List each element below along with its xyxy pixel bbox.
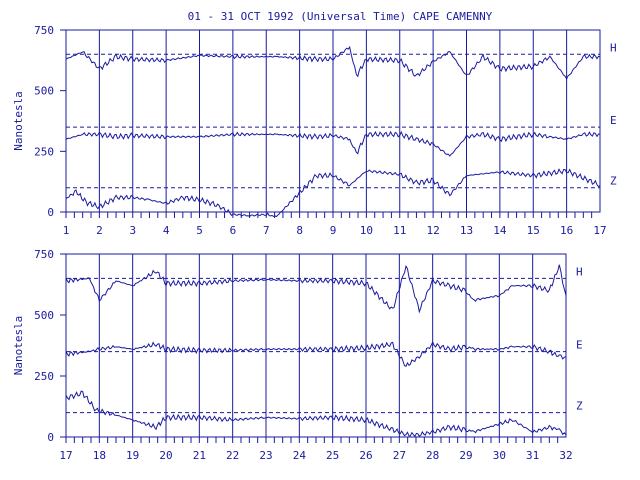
x-tick-label: 32 bbox=[559, 449, 572, 462]
x-tick-label: 22 bbox=[226, 449, 239, 462]
x-tick-label: 9 bbox=[330, 224, 337, 237]
x-tick-label: 20 bbox=[159, 449, 172, 462]
x-tick-label: 5 bbox=[196, 224, 203, 237]
y-axis-label: Nanotesla bbox=[12, 316, 25, 376]
chart-title: 01 - 31 OCT 1992 (Universal Time) CAPE C… bbox=[188, 10, 493, 23]
y-tick-label: 500 bbox=[34, 309, 54, 322]
x-tick-label: 4 bbox=[163, 224, 170, 237]
x-tick-label: 29 bbox=[459, 449, 472, 462]
x-tick-label: 17 bbox=[593, 224, 606, 237]
component-label-z: Z bbox=[576, 400, 583, 413]
y-tick-label: 250 bbox=[34, 370, 54, 383]
x-tick-label: 7 bbox=[263, 224, 270, 237]
component-label-e: E bbox=[610, 114, 617, 127]
x-tick-label: 28 bbox=[426, 449, 439, 462]
x-tick-label: 14 bbox=[493, 224, 507, 237]
lower-panel: 17 18 19 20 21 22 23 24 25 26 27 28 29 30 31 32 0 250 500 7… bbox=[12, 248, 583, 462]
x-tick-label: 15 bbox=[527, 224, 540, 237]
x-tick-label: 6 bbox=[230, 224, 237, 237]
x-tick-label: 10 bbox=[360, 224, 373, 237]
x-tick-label: 23 bbox=[259, 449, 272, 462]
series-line-e bbox=[65, 340, 567, 367]
component-label-z: Z bbox=[610, 175, 617, 188]
component-label-h: H bbox=[610, 41, 617, 54]
x-tick-label: 8 bbox=[296, 224, 303, 237]
x-tick-label: 2 bbox=[96, 224, 103, 237]
x-tick-label: 13 bbox=[460, 224, 473, 237]
x-tick-label: 1 bbox=[63, 224, 70, 237]
y-tick-label: 500 bbox=[34, 85, 54, 98]
x-tick-label: 30 bbox=[493, 449, 506, 462]
x-tick-label: 25 bbox=[326, 449, 339, 462]
y-axis-label: Nanotesla bbox=[12, 91, 25, 151]
x-tick-label: 17 bbox=[59, 449, 72, 462]
series-line-z bbox=[65, 168, 601, 218]
x-tick-label: 18 bbox=[93, 449, 106, 462]
x-tick-label: 21 bbox=[193, 449, 206, 462]
plot-frame bbox=[65, 253, 567, 438]
series-line-e bbox=[65, 130, 601, 157]
y-tick-label: 0 bbox=[47, 206, 54, 219]
series-line-h bbox=[65, 264, 567, 314]
x-tick-label: 19 bbox=[126, 449, 139, 462]
series-line-z bbox=[65, 390, 567, 438]
x-tick-label: 16 bbox=[560, 224, 573, 237]
x-tick-label: 31 bbox=[526, 449, 539, 462]
x-tick-label: 11 bbox=[393, 224, 406, 237]
y-tick-label: 750 bbox=[34, 24, 54, 37]
x-tick-label: 3 bbox=[129, 224, 136, 237]
component-label-e: E bbox=[576, 339, 583, 352]
component-label-h: H bbox=[576, 265, 583, 278]
y-tick-label: 250 bbox=[34, 145, 54, 158]
x-tick-label: 27 bbox=[393, 449, 406, 462]
y-tick-label: 0 bbox=[47, 431, 54, 444]
y-tick-label: 750 bbox=[34, 248, 54, 261]
x-tick-label: 26 bbox=[359, 449, 372, 462]
x-tick-label: 24 bbox=[293, 449, 307, 462]
series-line-h bbox=[65, 45, 601, 81]
upper-panel: 1 2 3 4 5 6 7 8 9 10 11 12 13 14 15 16 170250500750Nanot… bbox=[12, 24, 617, 237]
x-tick-label: 12 bbox=[427, 224, 440, 237]
